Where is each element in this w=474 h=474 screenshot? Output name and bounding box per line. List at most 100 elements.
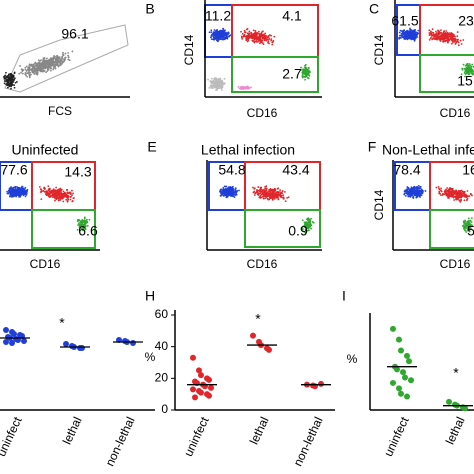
event-dot (456, 31, 459, 33)
event-dot (55, 198, 58, 201)
event-dot (267, 190, 269, 193)
event-dot (76, 219, 79, 222)
event-dot (84, 225, 87, 228)
event-dot (40, 65, 43, 68)
gate-percent: 16 (462, 162, 474, 178)
event-dot (29, 71, 32, 74)
data-dot (396, 385, 402, 392)
event-dot (71, 189, 73, 192)
event-dot (212, 34, 215, 37)
event-dot (223, 38, 226, 41)
event-dot (55, 190, 58, 193)
event-dot (265, 187, 268, 190)
event-dot (301, 76, 304, 79)
event-dot (29, 73, 32, 76)
event-dot (53, 192, 56, 195)
event-dot (67, 197, 69, 200)
event-dot (67, 58, 70, 61)
event-dot (22, 192, 24, 194)
event-dot (15, 188, 17, 190)
event-dot (214, 81, 217, 84)
event-dot (221, 79, 224, 82)
event-dot (413, 30, 416, 32)
event-dot (210, 36, 212, 39)
x-axis-label: FCS (48, 104, 72, 118)
event-dot (213, 29, 216, 31)
event-dot (45, 191, 48, 194)
event-dot (48, 192, 51, 195)
event-dot (470, 193, 472, 196)
event-dot (54, 65, 57, 68)
event-dot (5, 83, 7, 86)
event-dot (240, 88, 243, 90)
event-dot (254, 192, 257, 195)
event-dot (258, 30, 260, 33)
event-dot (277, 198, 280, 201)
event-dot (304, 75, 307, 78)
event-dot (446, 187, 449, 189)
event-dot (43, 186, 46, 189)
event-dot (258, 34, 261, 36)
event-dot (304, 64, 306, 67)
event-dot (24, 72, 27, 75)
event-dot (404, 37, 407, 40)
gate-percent: 54.8 (218, 162, 245, 178)
event-dot (258, 39, 261, 42)
event-dot (64, 195, 67, 198)
event-dot (32, 66, 35, 68)
event-dot (211, 82, 213, 85)
panel-title: Non-Lethal infection (382, 142, 474, 158)
event-dot (439, 37, 442, 39)
event-dot (465, 194, 467, 197)
gate (4, 24, 129, 93)
event-dot (412, 197, 415, 199)
event-dot (306, 229, 309, 232)
event-dot (215, 79, 218, 81)
event-dot (208, 86, 211, 89)
event-dot (465, 196, 468, 199)
event-dot (272, 39, 275, 42)
event-dot (10, 80, 13, 83)
event-dot (284, 200, 287, 203)
event-dot (54, 190, 56, 193)
event-dot (300, 69, 303, 71)
event-dot (403, 192, 406, 195)
event-dot (210, 38, 213, 41)
event-dot (304, 78, 307, 81)
event-dot (52, 60, 54, 62)
y-axis-label: % (347, 352, 358, 366)
event-dot (257, 186, 260, 188)
event-dot (26, 189, 28, 192)
event-dot (3, 82, 6, 85)
event-dot (217, 85, 220, 88)
event-dot (277, 192, 280, 195)
event-dot (460, 73, 463, 76)
event-dot (216, 35, 219, 37)
event-dot (267, 40, 270, 43)
event-dot (10, 74, 12, 77)
event-dot (18, 191, 20, 193)
event-dot (57, 199, 60, 202)
event-dot (5, 80, 7, 82)
event-dot (421, 192, 424, 195)
event-dot (413, 39, 416, 42)
event-dot (271, 43, 274, 46)
event-dot (305, 228, 307, 230)
event-dot (429, 37, 432, 40)
event-dot (62, 190, 65, 193)
panel-letter: E (147, 139, 156, 155)
event-dot (216, 39, 218, 42)
event-dot (58, 190, 61, 192)
event-dot (208, 31, 211, 34)
event-dot (213, 82, 216, 85)
event-dot (415, 187, 418, 189)
event-dot (266, 192, 269, 195)
event-dot (264, 36, 267, 39)
event-dot (436, 32, 439, 34)
event-dot (49, 63, 52, 66)
event-dot (35, 72, 38, 75)
event-dot (247, 38, 250, 40)
event-dot (34, 71, 36, 73)
event-dot (21, 68, 23, 71)
gate-percent: 4.1 (282, 8, 302, 24)
